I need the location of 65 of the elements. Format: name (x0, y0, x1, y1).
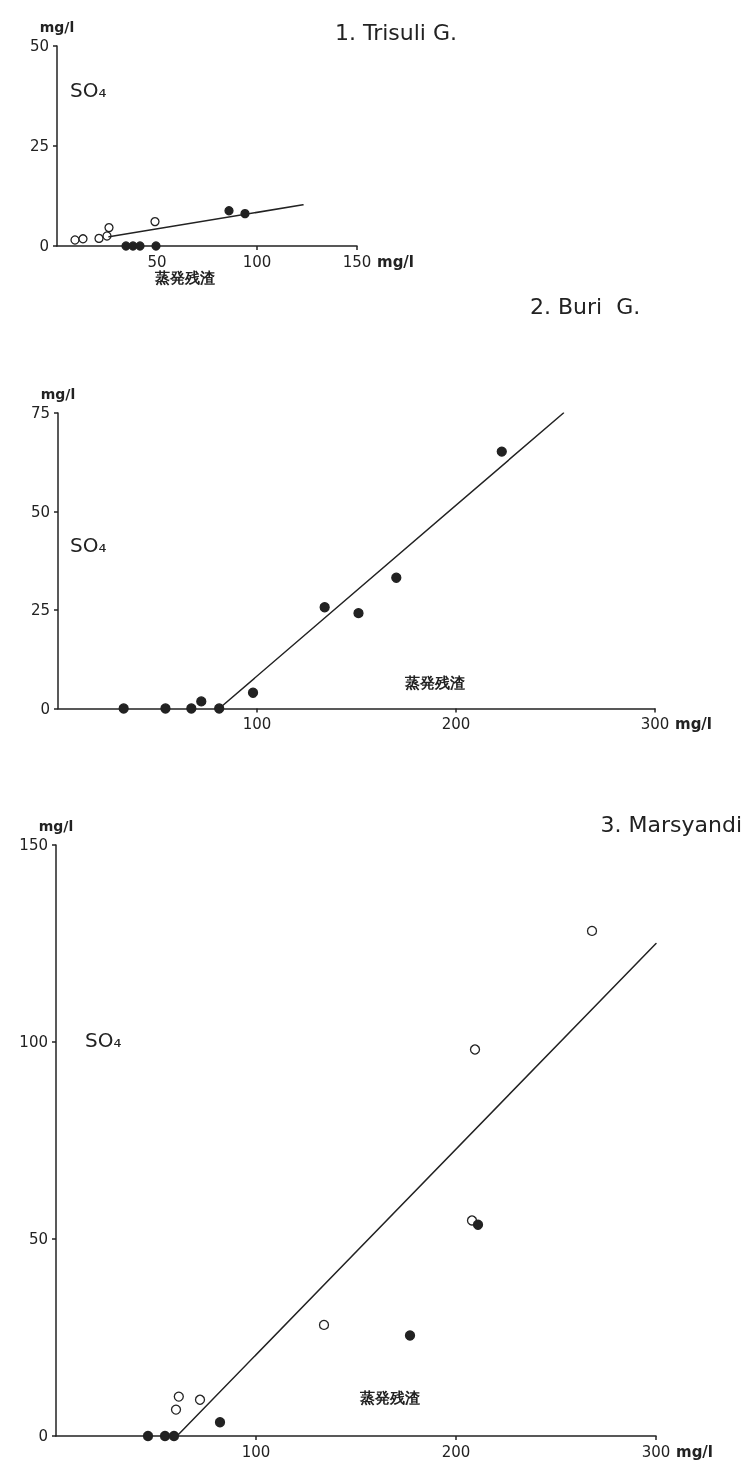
point (496, 446, 507, 457)
y-axis-title: mg/l (40, 386, 76, 402)
point (247, 687, 259, 698)
x-tick-label: 300 (641, 1442, 671, 1461)
y-tick-label: 0 (40, 699, 50, 718)
x-tick-label: 50 (147, 252, 167, 271)
x-axis-title: mg/l (675, 715, 712, 733)
y-tick-label: 0 (38, 1427, 48, 1445)
x-tick-label: 100 (242, 252, 272, 271)
x-axis-title: mg/l (377, 252, 414, 271)
y-tick-label: 25 (30, 601, 50, 619)
annotation: SO₄ (85, 1028, 122, 1052)
chart-title: 2. Buri G. (530, 293, 641, 319)
chart-title: 1. Trisuli G. (335, 19, 458, 45)
point (318, 1319, 330, 1331)
point (469, 1044, 481, 1055)
point (102, 231, 112, 241)
x-tick-label: 200 (441, 1442, 471, 1461)
point (160, 703, 171, 714)
y-tick-label: 25 (29, 137, 49, 155)
y-tick-label: 75 (30, 404, 50, 422)
annotation: SO₄ (70, 78, 107, 102)
x-tick-label: 200 (441, 715, 471, 733)
point (142, 1430, 154, 1442)
point (353, 608, 364, 619)
x-axis-title: mg/l (676, 1442, 713, 1461)
y-tick-label: 150 (19, 836, 48, 854)
point (586, 925, 598, 937)
x-tick-label: 100 (242, 715, 272, 733)
point (194, 1394, 206, 1405)
point (150, 216, 160, 227)
point (70, 235, 80, 245)
y-tick-label: 50 (30, 502, 50, 521)
annotation: 蒸発残渣 (359, 1388, 420, 1407)
y-tick-label: 50 (28, 1230, 48, 1248)
point (135, 241, 145, 251)
annotation: SO₄ (70, 533, 107, 557)
text: 蒸発残渣 (154, 268, 215, 287)
point (168, 1430, 180, 1442)
annotation: 蒸発残渣 (404, 673, 465, 692)
point (472, 1219, 484, 1230)
y-axis-title: mg/l (39, 19, 75, 35)
point (151, 241, 161, 251)
point (214, 1417, 226, 1428)
point (170, 1404, 182, 1415)
point (404, 1330, 416, 1341)
point (196, 696, 207, 707)
point (186, 703, 197, 714)
chart-title: 3. Marsyandi (600, 811, 743, 837)
point (118, 703, 129, 714)
point (104, 222, 114, 233)
y-tick-label: 50 (29, 37, 49, 55)
x-tick-label: 150 (342, 252, 372, 271)
x-tick-label: 100 (241, 1442, 271, 1461)
point (159, 1430, 171, 1442)
y-tick-label: 100 (19, 1033, 48, 1051)
point (173, 1391, 184, 1402)
point (78, 234, 88, 244)
x-tick-label: 300 (640, 715, 670, 733)
point (319, 602, 330, 613)
y-tick-label: 0 (39, 237, 49, 255)
y-axis-title: mg/l (38, 818, 74, 834)
point (391, 572, 402, 583)
point (224, 206, 234, 216)
point (94, 233, 104, 244)
